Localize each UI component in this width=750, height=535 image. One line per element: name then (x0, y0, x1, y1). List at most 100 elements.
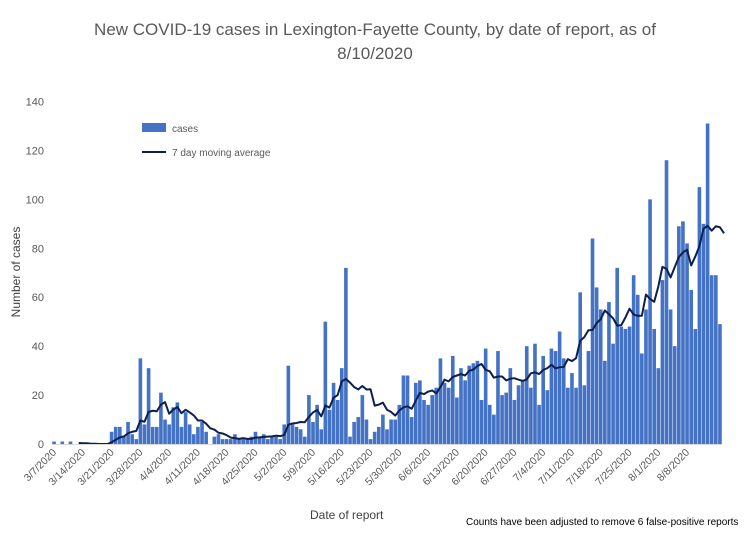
bar (229, 439, 233, 444)
bar (113, 426, 118, 445)
bar (109, 431, 114, 444)
legend: cases 7 day moving average (142, 123, 271, 159)
bar (689, 289, 693, 445)
bar (537, 404, 541, 444)
bar (553, 351, 558, 444)
y-tick-label: 80 (32, 243, 44, 255)
bar (660, 280, 665, 444)
bar (496, 351, 500, 444)
bar (339, 368, 344, 444)
bar (372, 431, 377, 444)
bar (582, 385, 587, 444)
bar (405, 375, 410, 444)
bar (257, 436, 262, 444)
y-tick-label: 100 (26, 194, 44, 206)
bar (652, 329, 656, 444)
bar (224, 439, 229, 444)
bar (607, 302, 611, 444)
bar (118, 426, 122, 445)
bar (718, 324, 722, 445)
bar (274, 436, 278, 444)
bar (130, 434, 134, 444)
legend-label-moving-average: 7 day moving average (172, 148, 271, 159)
bar (249, 436, 254, 444)
bar (677, 226, 681, 444)
bar (574, 387, 578, 444)
bar (438, 358, 443, 445)
x-axis-label: Date of report (310, 508, 384, 522)
bar (705, 123, 710, 445)
bar (619, 326, 624, 444)
y-axis-ticks: 0 20 40 60 80 100 120 140 (26, 97, 44, 452)
bar (52, 441, 56, 444)
bar (471, 363, 476, 444)
bar (549, 348, 554, 444)
bar (60, 441, 65, 444)
bar (183, 412, 188, 444)
bar (566, 387, 570, 444)
bar (179, 426, 184, 445)
bar (693, 329, 698, 444)
footnote: Counts have been adjusted to remove 6 fa… (466, 517, 739, 528)
bar (664, 160, 669, 444)
bar (192, 434, 196, 444)
bar (586, 351, 591, 444)
bar (352, 421, 356, 444)
bar (426, 404, 430, 444)
bar (467, 365, 472, 444)
bar (261, 434, 266, 444)
bar (122, 436, 126, 444)
bar (656, 368, 661, 444)
bar (245, 439, 250, 444)
bar (389, 419, 393, 444)
bar (524, 346, 529, 444)
bar (545, 390, 550, 444)
bar (611, 343, 615, 444)
bar (327, 409, 332, 444)
bar (294, 426, 299, 445)
bar (598, 309, 603, 444)
bar (446, 387, 451, 444)
bar (200, 421, 204, 444)
bar (463, 380, 467, 444)
bar (237, 439, 241, 444)
bar (672, 346, 677, 444)
bar (360, 395, 365, 444)
bar (155, 426, 159, 445)
bar (311, 421, 315, 444)
bar (187, 424, 192, 444)
bar (479, 399, 484, 444)
bar (697, 187, 702, 445)
bar (709, 275, 714, 444)
bar (570, 373, 574, 444)
bar (220, 439, 225, 444)
y-tick-label: 0 (38, 439, 44, 451)
bar (385, 429, 389, 444)
bars-group (52, 123, 722, 445)
bar (459, 368, 463, 444)
bar (681, 221, 685, 445)
y-tick-label: 140 (26, 97, 44, 109)
bar (627, 326, 632, 444)
bar (413, 382, 418, 444)
bar (270, 436, 274, 444)
bar (409, 417, 414, 444)
bar (335, 399, 340, 444)
bar (487, 404, 492, 444)
bar (344, 267, 348, 444)
bar (142, 424, 147, 444)
bar (701, 223, 706, 444)
bar (648, 199, 652, 444)
bar (516, 385, 521, 444)
bar (561, 358, 566, 445)
bar (381, 414, 385, 444)
bar (450, 355, 455, 444)
bar (603, 360, 607, 444)
bar (640, 353, 644, 444)
bar (376, 426, 381, 445)
bar (290, 424, 295, 444)
bar (356, 417, 361, 444)
bar (323, 321, 328, 444)
bar (422, 399, 426, 444)
